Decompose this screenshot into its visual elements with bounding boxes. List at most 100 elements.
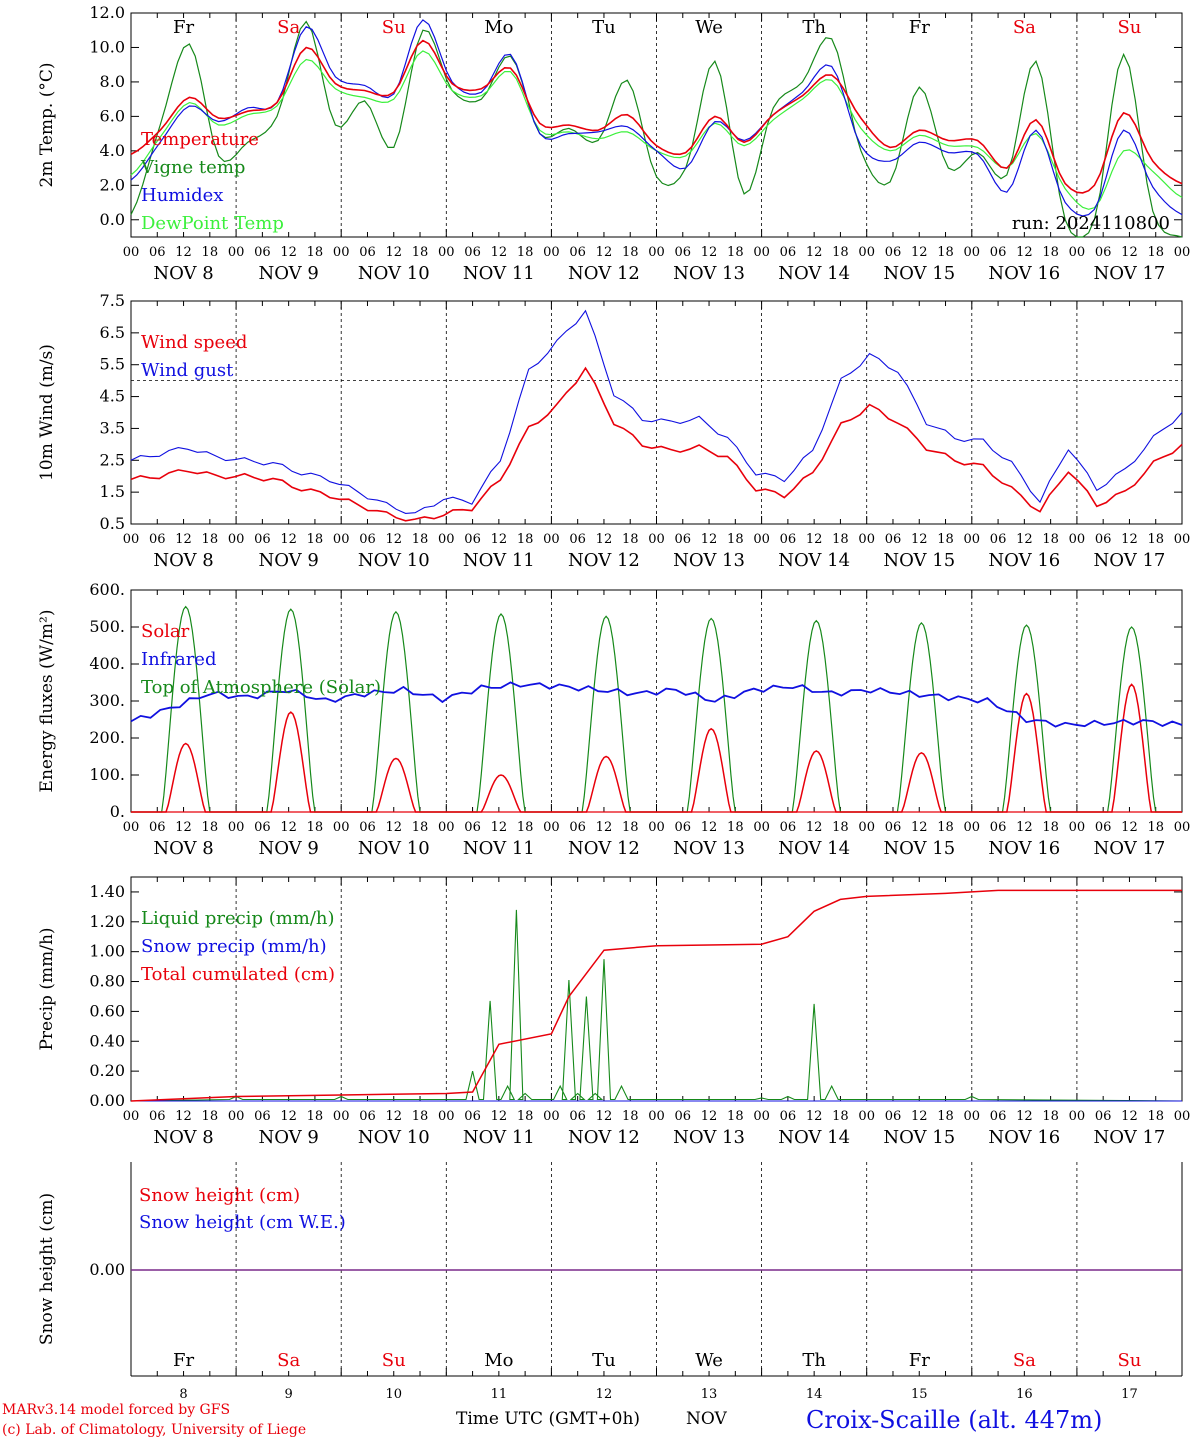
temp-legend-entry: Humidex xyxy=(141,185,223,206)
snow-day-label: Su xyxy=(1117,1350,1141,1371)
precip-hour-label: 18 xyxy=(832,1109,849,1124)
wind-hour-label: 18 xyxy=(517,532,534,547)
flux-hour-label: 18 xyxy=(1042,820,1059,835)
temp-hour-label: 18 xyxy=(1147,245,1164,260)
precip-date-label: NOV 15 xyxy=(883,1127,955,1148)
flux-hour-label: 06 xyxy=(1095,820,1112,835)
wind-hour-label: 06 xyxy=(1095,532,1112,547)
temp-hour-label: 00 xyxy=(858,245,875,260)
precip-hour-label: 12 xyxy=(911,1109,928,1124)
precip-legend-entry: Snow precip (mm/h) xyxy=(141,936,327,957)
temp-hour-label: 12 xyxy=(596,245,613,260)
temp-series-temperature xyxy=(130,39,1183,194)
wind-frame xyxy=(130,300,1183,525)
snow-day-number: 12 xyxy=(596,1387,613,1402)
precip-date-label: NOV 17 xyxy=(1094,1127,1166,1148)
flux-hour-label: 18 xyxy=(412,820,429,835)
precip-date-label: NOV 8 xyxy=(153,1127,213,1148)
precip-hour-label: 00 xyxy=(1069,1109,1086,1124)
wind-hour-label: 12 xyxy=(385,532,402,547)
flux-ytick-label: 300. xyxy=(89,691,125,710)
wind-hour-label: 00 xyxy=(753,532,770,547)
snow-day-number: 13 xyxy=(701,1387,718,1402)
wind-date-label: NOV 11 xyxy=(463,550,535,571)
temp-hour-label: 06 xyxy=(990,245,1007,260)
precip-hour-label: 00 xyxy=(964,1109,981,1124)
wind-hour-label: 00 xyxy=(1174,532,1191,547)
wind-hour-label: 18 xyxy=(727,532,744,547)
wind-hour-label: 12 xyxy=(491,532,508,547)
wind-hour-label: 12 xyxy=(701,532,718,547)
temp-hour-label: 00 xyxy=(1069,245,1086,260)
wind-hour-label: 06 xyxy=(149,532,166,547)
flux-hour-label: 18 xyxy=(517,820,534,835)
flux-hour-label: 12 xyxy=(911,820,928,835)
wind-ytick-label: 7.5 xyxy=(100,291,125,310)
flux-series-infrared xyxy=(130,681,1183,728)
flux-date-label: NOV 12 xyxy=(568,838,640,859)
flux-hour-label: 06 xyxy=(675,820,692,835)
precip-date-label: NOV 12 xyxy=(568,1127,640,1148)
flux-hour-label: 00 xyxy=(228,820,245,835)
wind-ytick-label: 1.5 xyxy=(100,482,125,501)
wind-series-wind-speed xyxy=(130,366,1183,522)
precip-ytick-label: 1.00 xyxy=(89,942,125,961)
temp-hour-label: 00 xyxy=(228,245,245,260)
snow-day-label: Fr xyxy=(909,1350,930,1371)
temp-series-vigne-temp xyxy=(130,20,1183,238)
precip-hour-label: 12 xyxy=(175,1109,192,1124)
precip-hour-label: 00 xyxy=(543,1109,560,1124)
flux-hour-label: 12 xyxy=(280,820,297,835)
temp-hour-label: 00 xyxy=(964,245,981,260)
precip-hour-label: 12 xyxy=(491,1109,508,1124)
flux-legend-entry: Infrared xyxy=(141,649,216,670)
flux-hour-label: 06 xyxy=(990,820,1007,835)
precip-hour-label: 18 xyxy=(1147,1109,1164,1124)
temp-ytick-label: 2.0 xyxy=(100,175,125,194)
temp-hour-label: 00 xyxy=(543,245,560,260)
temp-hour-label: 00 xyxy=(333,245,350,260)
flux-ytick-label: 500. xyxy=(89,617,125,636)
flux-hour-label: 00 xyxy=(333,820,350,835)
temp-date-label: NOV 13 xyxy=(673,263,745,284)
temp-hour-label: 18 xyxy=(202,245,219,260)
wind-date-label: NOV 10 xyxy=(358,550,430,571)
wind-series-wind-gust xyxy=(130,309,1183,514)
wind-hour-label: 12 xyxy=(175,532,192,547)
temp-hour-label: 00 xyxy=(438,245,455,260)
wind-date-label: NOV 12 xyxy=(568,550,640,571)
snow-day-number: 10 xyxy=(385,1387,402,1402)
temp-hour-label: 12 xyxy=(1016,245,1033,260)
wind-ytick-label: 6.5 xyxy=(100,323,125,342)
temp-day-label: Sa xyxy=(277,17,300,38)
flux-hour-label: 06 xyxy=(569,820,586,835)
temp-hour-label: 06 xyxy=(254,245,271,260)
temp-frame xyxy=(130,12,1183,238)
temp-hour-label: 00 xyxy=(753,245,770,260)
wind-hour-label: 06 xyxy=(780,532,797,547)
precip-series-liquid xyxy=(130,909,1183,1102)
flux-date-label: NOV 14 xyxy=(778,838,850,859)
flux-date-label: NOV 9 xyxy=(258,838,318,859)
precip-hour-label: 12 xyxy=(1016,1109,1033,1124)
wind-date-label: NOV 8 xyxy=(153,550,213,571)
wind-hour-label: 18 xyxy=(832,532,849,547)
wind-hour-label: 00 xyxy=(858,532,875,547)
precip-hour-label: 00 xyxy=(228,1109,245,1124)
precip-ytick-label: 0.60 xyxy=(89,1001,125,1020)
wind-hour-label: 12 xyxy=(1121,532,1138,547)
temp-day-label: Su xyxy=(382,17,406,38)
wind-hour-label: 18 xyxy=(307,532,324,547)
precip-hour-label: 06 xyxy=(885,1109,902,1124)
wind-hour-label: 06 xyxy=(569,532,586,547)
wind-date-label: NOV 14 xyxy=(778,550,850,571)
wind-hour-label: 18 xyxy=(412,532,429,547)
flux-hour-label: 18 xyxy=(307,820,324,835)
wind-hour-label: 18 xyxy=(202,532,219,547)
temp-hour-label: 00 xyxy=(123,245,140,260)
snow-day-number: 14 xyxy=(806,1387,823,1402)
temp-legend-entry: Temperature xyxy=(141,129,259,150)
snow-ylabel: Snow height (cm) xyxy=(37,1193,57,1345)
temp-hour-label: 18 xyxy=(517,245,534,260)
temp-series-humidex xyxy=(130,19,1183,217)
